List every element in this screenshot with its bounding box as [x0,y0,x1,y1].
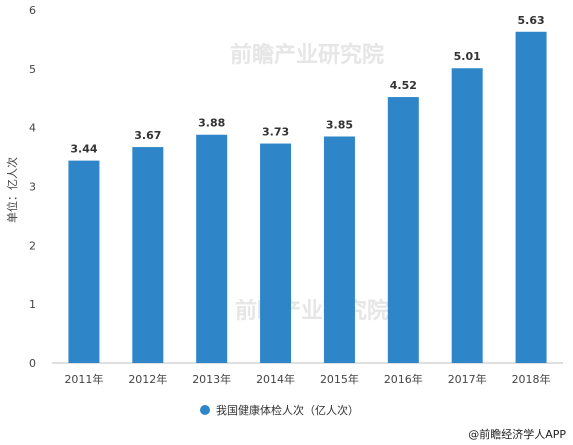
data-labels: 3.44 3.67 3.88 3.73 3.85 4.52 5.01 5.63 [70,14,544,156]
data-label: 3.73 [262,126,289,139]
data-label: 5.63 [517,14,544,27]
y-tick-label: 4 [29,122,36,135]
y-tick-label: 2 [29,239,36,252]
bar [515,31,547,363]
x-tick-label: 2011年 [64,372,103,386]
bar [132,147,164,363]
y-tick-label: 1 [29,298,36,311]
x-tick-label: 2016年 [384,372,423,386]
bar [323,136,355,363]
y-tick-label: 5 [29,63,36,76]
bar [387,97,419,363]
legend-marker [200,405,210,415]
x-tick-label: 2018年 [512,372,551,386]
x-tick-label: 2017年 [448,372,487,386]
credit-text: @前瞻经济学人APP [468,427,566,441]
watermark-group: 前瞻产业研究院 前瞻产业研究院 [230,42,389,324]
bar [260,143,292,363]
y-tick-label: 0 [29,357,36,370]
data-label: 3.88 [198,117,225,130]
data-label: 5.01 [454,50,481,63]
x-tick-label: 2015年 [320,372,359,386]
data-label: 4.52 [390,79,417,92]
data-label: 3.67 [134,129,161,142]
bar [68,160,100,363]
x-tick-label: 2013年 [192,372,231,386]
x-tick-label: 2012年 [128,372,167,386]
watermark-text: 前瞻产业研究院 [235,298,389,324]
data-label: 3.44 [70,143,97,156]
y-axis-ticks: 0 1 2 3 4 5 6 [29,4,36,370]
data-label: 3.85 [326,118,353,131]
legend-label: 我国健康体检人次（亿人次） [216,403,359,417]
bar [196,134,228,363]
y-axis-label: 单位：亿人次 [5,157,19,223]
y-tick-label: 6 [29,4,36,17]
y-tick-label: 3 [29,181,36,194]
legend: 我国健康体检人次（亿人次） [200,403,359,417]
x-axis-ticks: 2011年 2012年 2013年 2014年 2015年 2016年 2017年 2018年 [64,372,550,386]
bar-series [68,31,547,364]
bar [451,68,483,364]
watermark-text: 前瞻产业研究院 [230,42,384,68]
x-tick-label: 2014年 [256,372,295,386]
